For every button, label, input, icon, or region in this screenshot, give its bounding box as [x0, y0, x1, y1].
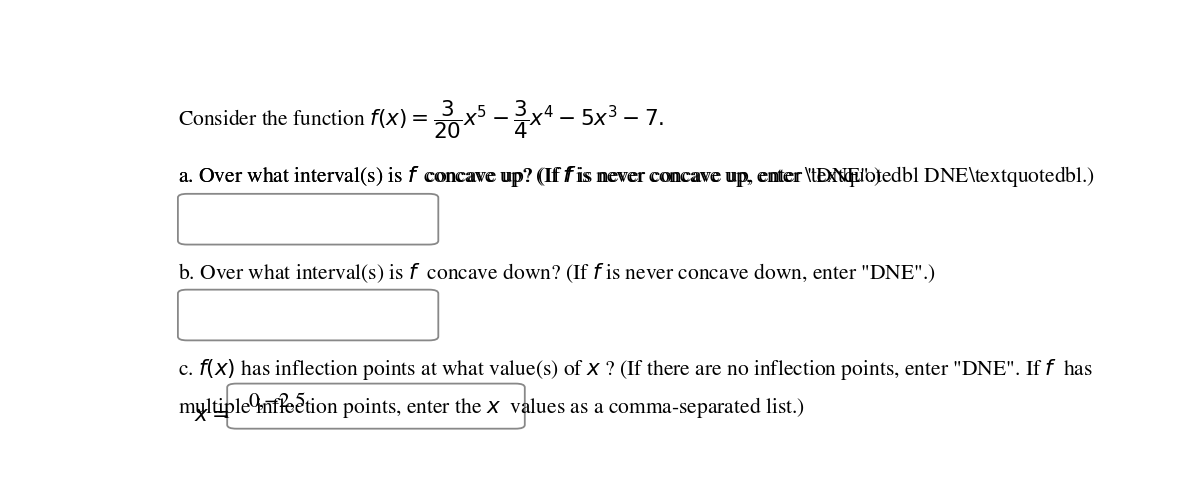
Text: $x =$: $x =$: [193, 406, 229, 426]
Text: b. Over what interval(s) is $f$  concave down? (If $f$ is never concave down, en: b. Over what interval(s) is $f$ concave …: [178, 262, 936, 285]
Text: Consider the function $f(x) = \dfrac{3}{20}x^5 - \dfrac{3}{4}x^4 - 5x^3 - 7.$: Consider the function $f(x) = \dfrac{3}{…: [178, 98, 664, 141]
FancyBboxPatch shape: [178, 194, 438, 244]
FancyBboxPatch shape: [178, 290, 438, 341]
Text: a. Over what interval(s) is $f\,$ concave up? (If $f$ is never concave up, enter: a. Over what interval(s) is $f\,$ concav…: [178, 164, 1094, 189]
Text: c. $f(x)$ has inflection points at what value(s) of $x$ ? (If there are no infle: c. $f(x)$ has inflection points at what …: [178, 357, 1093, 420]
Text: a. Over what interval(s) is $f$  concave up? (If $f$ is never concave up, enter : a. Over what interval(s) is $f$ concave …: [178, 164, 882, 189]
FancyBboxPatch shape: [227, 384, 524, 428]
Text: 0,−2,5: 0,−2,5: [248, 392, 306, 412]
